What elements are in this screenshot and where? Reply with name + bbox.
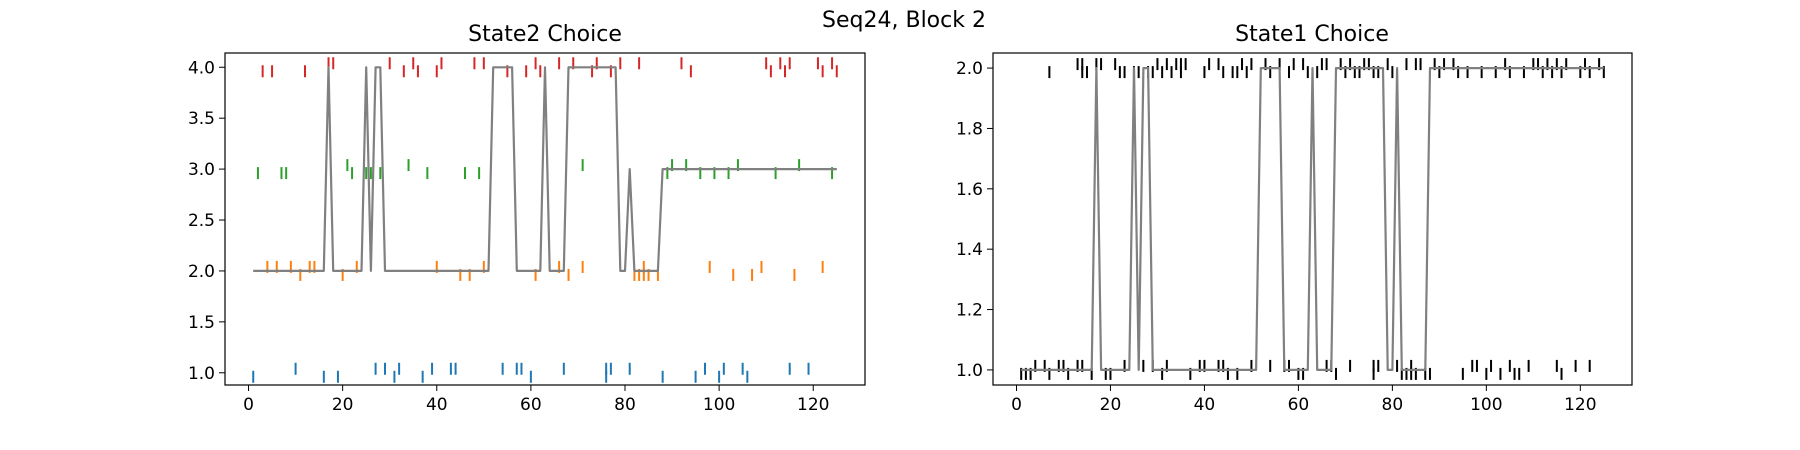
x-tick-label: 40 [426, 395, 448, 415]
state2-choice-line [253, 66, 837, 272]
x-tick-label: 40 [1194, 395, 1216, 415]
y-tick-label: 3.5 [188, 109, 215, 129]
y-tick-label: 4.0 [188, 58, 215, 78]
x-tick-label: 100 [1470, 395, 1502, 415]
state1-x-axis: 0 20 40 60 80 100 120 [1011, 385, 1597, 415]
state2-choice-title: State2 Choice [468, 22, 622, 47]
y-tick-label: 2.5 [188, 211, 215, 231]
state1-plot-frame [992, 52, 1633, 386]
state1-choice-chart: State1 Choice 0 20 40 60 80 100 120 1.01.21.41… [956, 22, 1633, 415]
state1-choice-line [1021, 67, 1604, 371]
state2-plot-frame [224, 52, 866, 386]
x-tick-label: 0 [1011, 395, 1022, 415]
x-tick-label: 120 [797, 395, 829, 415]
figure-suptitle: Seq24, Block 2 [822, 8, 986, 33]
state1-choice-title: State1 Choice [1235, 22, 1389, 47]
y-tick-label: 1.6 [956, 180, 983, 200]
y-tick-label: 1.8 [956, 119, 983, 139]
x-tick-label: 0 [243, 395, 254, 415]
state2-choice-chart: State2 Choice 0 20 40 60 80 100 120 1.0 1.5 2.0 2… [188, 22, 866, 415]
state2-x-axis: 0 20 40 60 80 100 120 [243, 385, 829, 415]
x-tick-label: 80 [1382, 395, 1404, 415]
y-tick-label: 1.2 [956, 301, 983, 321]
y-tick-label: 1.0 [188, 364, 215, 384]
x-tick-label: 60 [520, 395, 542, 415]
x-tick-label: 80 [614, 395, 636, 415]
y-tick-label: 3.0 [188, 160, 215, 180]
x-tick-label: 20 [1100, 395, 1122, 415]
x-tick-label: 100 [703, 395, 735, 415]
y-tick-label: 1.0 [956, 361, 983, 381]
y-tick-label: 1.5 [188, 313, 215, 333]
x-tick-label: 120 [1564, 395, 1596, 415]
state2-y-axis: 1.0 1.5 2.0 2.5 3.0 3.5 4.0 [188, 58, 225, 384]
x-tick-label: 60 [1288, 395, 1310, 415]
state1-y-axis: 1.0 1.2 1.4 1.6 1.8 2.0 [956, 59, 993, 381]
y-tick-label: 2.0 [956, 59, 983, 79]
y-tick-label: 2.0 [188, 262, 215, 282]
x-tick-label: 20 [332, 395, 354, 415]
y-tick-label: 1.4 [956, 240, 983, 260]
